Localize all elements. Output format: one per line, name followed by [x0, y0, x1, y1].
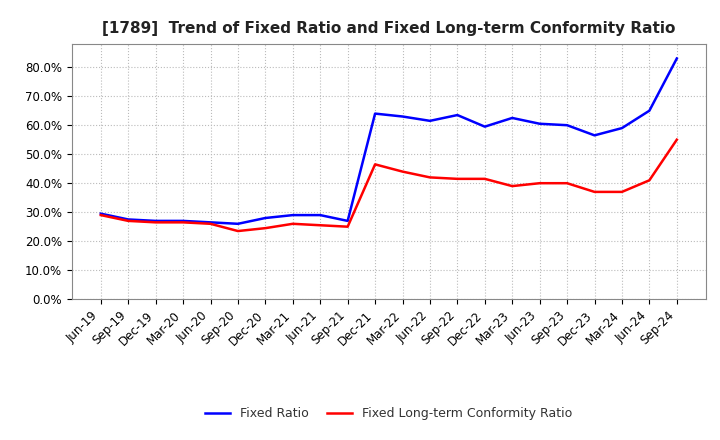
Fixed Long-term Conformity Ratio — [618, 189, 626, 194]
Fixed Long-term Conformity Ratio — [179, 220, 187, 225]
Title: [1789]  Trend of Fixed Ratio and Fixed Long-term Conformity Ratio: [1789] Trend of Fixed Ratio and Fixed Lo… — [102, 21, 675, 36]
Fixed Ratio — [371, 111, 379, 116]
Fixed Ratio — [124, 217, 132, 222]
Fixed Ratio — [536, 121, 544, 126]
Fixed Ratio — [96, 211, 105, 216]
Fixed Ratio — [480, 124, 489, 129]
Fixed Long-term Conformity Ratio — [96, 213, 105, 218]
Fixed Long-term Conformity Ratio — [316, 223, 325, 228]
Legend: Fixed Ratio, Fixed Long-term Conformity Ratio: Fixed Ratio, Fixed Long-term Conformity … — [200, 403, 577, 425]
Fixed Ratio — [508, 115, 516, 121]
Fixed Long-term Conformity Ratio — [151, 220, 160, 225]
Fixed Ratio — [179, 218, 187, 224]
Fixed Long-term Conformity Ratio — [206, 221, 215, 227]
Fixed Long-term Conformity Ratio — [124, 218, 132, 224]
Line: Fixed Long-term Conformity Ratio: Fixed Long-term Conformity Ratio — [101, 139, 677, 231]
Fixed Long-term Conformity Ratio — [480, 176, 489, 181]
Fixed Ratio — [206, 220, 215, 225]
Fixed Ratio — [618, 125, 626, 131]
Fixed Ratio — [151, 218, 160, 224]
Fixed Ratio — [426, 118, 434, 124]
Fixed Ratio — [316, 213, 325, 218]
Fixed Ratio — [233, 221, 242, 227]
Fixed Ratio — [261, 215, 270, 220]
Fixed Ratio — [645, 108, 654, 114]
Line: Fixed Ratio: Fixed Ratio — [101, 59, 677, 224]
Fixed Long-term Conformity Ratio — [398, 169, 407, 174]
Fixed Long-term Conformity Ratio — [371, 162, 379, 167]
Fixed Ratio — [453, 112, 462, 117]
Fixed Long-term Conformity Ratio — [343, 224, 352, 229]
Fixed Long-term Conformity Ratio — [233, 228, 242, 234]
Fixed Long-term Conformity Ratio — [672, 137, 681, 142]
Fixed Long-term Conformity Ratio — [536, 180, 544, 186]
Fixed Long-term Conformity Ratio — [590, 189, 599, 194]
Fixed Long-term Conformity Ratio — [261, 226, 270, 231]
Fixed Long-term Conformity Ratio — [426, 175, 434, 180]
Fixed Ratio — [563, 123, 572, 128]
Fixed Long-term Conformity Ratio — [563, 180, 572, 186]
Fixed Long-term Conformity Ratio — [453, 176, 462, 181]
Fixed Ratio — [289, 213, 297, 218]
Fixed Long-term Conformity Ratio — [289, 221, 297, 227]
Fixed Ratio — [672, 56, 681, 61]
Fixed Long-term Conformity Ratio — [645, 178, 654, 183]
Fixed Ratio — [590, 133, 599, 138]
Fixed Long-term Conformity Ratio — [508, 183, 516, 189]
Fixed Ratio — [343, 218, 352, 224]
Fixed Ratio — [398, 114, 407, 119]
